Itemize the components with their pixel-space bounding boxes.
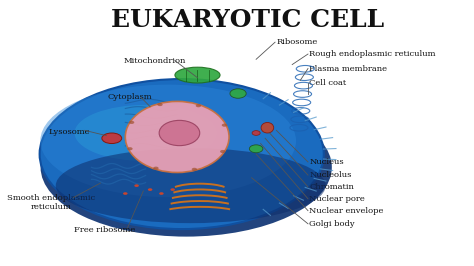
Text: Lysosome: Lysosome bbox=[48, 128, 90, 136]
Ellipse shape bbox=[249, 145, 263, 153]
Ellipse shape bbox=[148, 188, 152, 191]
Ellipse shape bbox=[191, 168, 197, 171]
Text: Nucleus: Nucleus bbox=[310, 158, 344, 166]
Text: Nuclear pore: Nuclear pore bbox=[310, 195, 365, 203]
Text: Golgi body: Golgi body bbox=[310, 220, 355, 228]
Text: Chromatin: Chromatin bbox=[310, 183, 354, 191]
Ellipse shape bbox=[41, 98, 332, 237]
Ellipse shape bbox=[222, 124, 227, 127]
Ellipse shape bbox=[220, 150, 226, 153]
Ellipse shape bbox=[40, 85, 296, 197]
Ellipse shape bbox=[74, 105, 217, 161]
Ellipse shape bbox=[159, 120, 200, 146]
Ellipse shape bbox=[171, 188, 175, 191]
Text: EUKARYOTIC CELL: EUKARYOTIC CELL bbox=[110, 8, 383, 32]
Text: Plasma membrane: Plasma membrane bbox=[310, 65, 387, 73]
Ellipse shape bbox=[134, 184, 139, 187]
Ellipse shape bbox=[175, 67, 220, 83]
Text: Smooth endoplasmic
reticulum: Smooth endoplasmic reticulum bbox=[7, 194, 95, 211]
Ellipse shape bbox=[127, 147, 133, 150]
Text: Rough endoplasmic reticulum: Rough endoplasmic reticulum bbox=[310, 50, 436, 58]
Ellipse shape bbox=[159, 192, 164, 195]
Ellipse shape bbox=[196, 104, 201, 107]
Text: Cytoplasm: Cytoplasm bbox=[108, 93, 152, 101]
Ellipse shape bbox=[123, 192, 128, 195]
Ellipse shape bbox=[56, 148, 326, 223]
Ellipse shape bbox=[129, 121, 134, 124]
Text: Mitochondrion: Mitochondrion bbox=[123, 57, 186, 65]
Text: Nucleolus: Nucleolus bbox=[310, 171, 352, 179]
Ellipse shape bbox=[252, 131, 260, 135]
Ellipse shape bbox=[40, 79, 324, 229]
Text: Ribosome: Ribosome bbox=[276, 38, 318, 46]
Text: Free ribosome: Free ribosome bbox=[74, 226, 136, 234]
Ellipse shape bbox=[153, 167, 159, 170]
Ellipse shape bbox=[261, 122, 273, 133]
Ellipse shape bbox=[102, 133, 122, 144]
Text: Nuclear envelope: Nuclear envelope bbox=[310, 207, 384, 215]
Ellipse shape bbox=[157, 103, 163, 106]
Ellipse shape bbox=[125, 101, 229, 172]
Text: Cell coat: Cell coat bbox=[310, 79, 346, 87]
Ellipse shape bbox=[230, 89, 246, 98]
